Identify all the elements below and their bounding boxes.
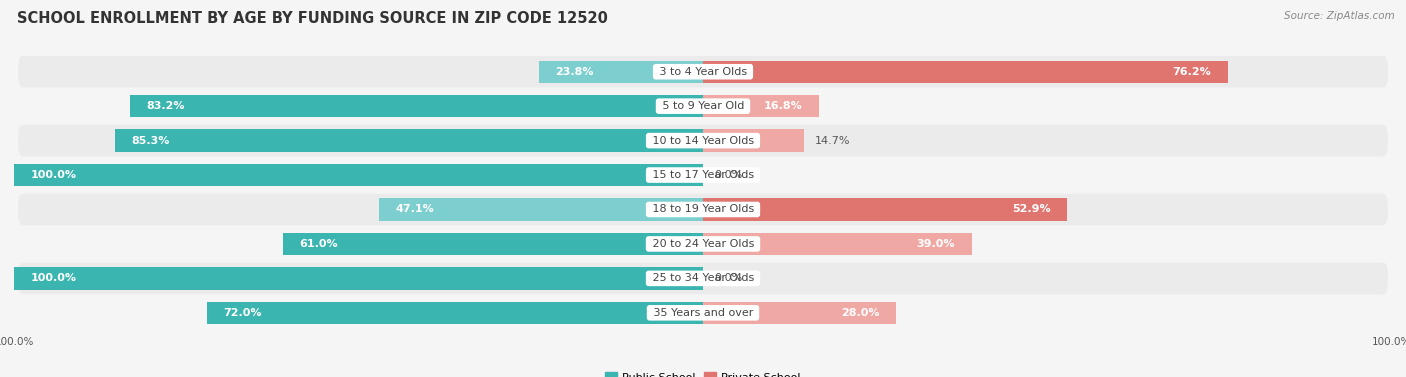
Text: 0.0%: 0.0% xyxy=(714,170,742,180)
Bar xyxy=(378,198,703,221)
FancyBboxPatch shape xyxy=(18,194,1388,225)
Bar xyxy=(14,267,703,290)
Text: 83.2%: 83.2% xyxy=(146,101,184,111)
Bar xyxy=(115,129,703,152)
Text: 10 to 14 Year Olds: 10 to 14 Year Olds xyxy=(648,136,758,146)
Text: 85.3%: 85.3% xyxy=(132,136,170,146)
FancyBboxPatch shape xyxy=(18,228,1388,260)
Bar xyxy=(703,95,818,117)
Text: 0.0%: 0.0% xyxy=(714,273,742,284)
Text: 39.0%: 39.0% xyxy=(917,239,955,249)
Bar xyxy=(538,61,703,83)
Text: Source: ZipAtlas.com: Source: ZipAtlas.com xyxy=(1284,11,1395,21)
Bar xyxy=(703,129,804,152)
Text: 18 to 19 Year Olds: 18 to 19 Year Olds xyxy=(648,204,758,215)
FancyBboxPatch shape xyxy=(18,125,1388,156)
Text: 100.0%: 100.0% xyxy=(31,273,76,284)
FancyBboxPatch shape xyxy=(18,56,1388,87)
FancyBboxPatch shape xyxy=(18,297,1388,329)
Text: 3 to 4 Year Olds: 3 to 4 Year Olds xyxy=(655,67,751,77)
Bar xyxy=(207,302,703,324)
Text: 5 to 9 Year Old: 5 to 9 Year Old xyxy=(658,101,748,111)
Legend: Public School, Private School: Public School, Private School xyxy=(600,368,806,377)
FancyBboxPatch shape xyxy=(18,262,1388,294)
Text: 61.0%: 61.0% xyxy=(299,239,337,249)
Text: 35 Years and over: 35 Years and over xyxy=(650,308,756,318)
Bar xyxy=(703,233,972,255)
Text: 15 to 17 Year Olds: 15 to 17 Year Olds xyxy=(648,170,758,180)
FancyBboxPatch shape xyxy=(18,159,1388,191)
Bar xyxy=(14,164,703,186)
Text: 25 to 34 Year Olds: 25 to 34 Year Olds xyxy=(648,273,758,284)
Text: 76.2%: 76.2% xyxy=(1173,67,1212,77)
Bar xyxy=(283,233,703,255)
Text: 52.9%: 52.9% xyxy=(1012,204,1050,215)
Bar xyxy=(703,61,1227,83)
Text: 23.8%: 23.8% xyxy=(555,67,595,77)
Text: 20 to 24 Year Olds: 20 to 24 Year Olds xyxy=(648,239,758,249)
FancyBboxPatch shape xyxy=(18,90,1388,122)
Text: 16.8%: 16.8% xyxy=(763,101,803,111)
Bar xyxy=(703,198,1067,221)
Text: 28.0%: 28.0% xyxy=(841,308,879,318)
Text: 100.0%: 100.0% xyxy=(31,170,76,180)
Bar xyxy=(129,95,703,117)
Text: 72.0%: 72.0% xyxy=(224,308,262,318)
Bar xyxy=(703,302,896,324)
Text: 14.7%: 14.7% xyxy=(815,136,851,146)
Text: 47.1%: 47.1% xyxy=(395,204,434,215)
Text: SCHOOL ENROLLMENT BY AGE BY FUNDING SOURCE IN ZIP CODE 12520: SCHOOL ENROLLMENT BY AGE BY FUNDING SOUR… xyxy=(17,11,607,26)
